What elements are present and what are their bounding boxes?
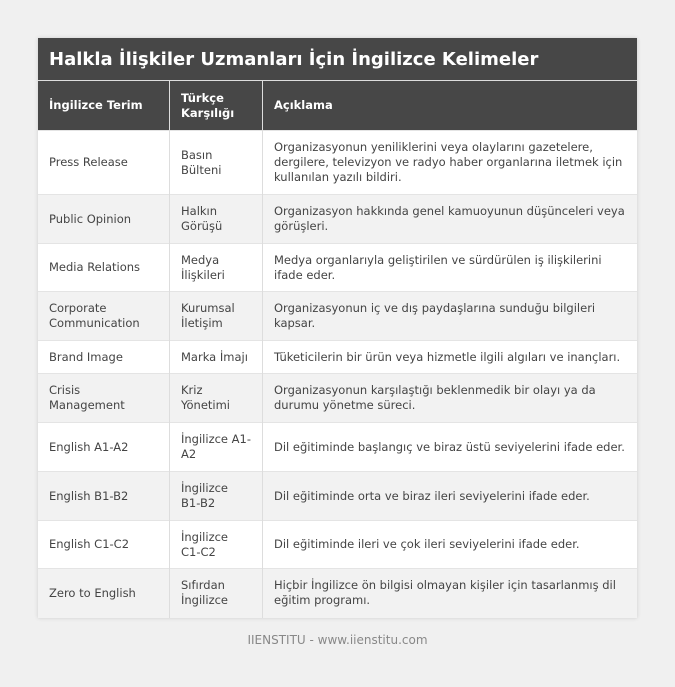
cell-description: Medya organlarıyla geliştirilen ve sürdü… [262,243,637,292]
cell-turkish-equivalent: Kurumsal İletişim [169,291,263,341]
cell-english-term: Media Relations [38,243,170,292]
cell-description: Hiçbir İngilizce ön bilgisi olmayan kişi… [262,568,637,618]
cell-english-term: Crisis Management [38,373,170,423]
cell-english-term: English A1-A2 [38,422,170,472]
cell-english-term: Zero to English [38,568,170,618]
vocabulary-table-card: Halkla İlişkiler Uzmanları İçin İngilizc… [38,38,637,618]
cell-description: Organizasyonun iç ve dış paydaşlarına su… [262,291,637,341]
cell-turkish-equivalent: Marka İmajı [169,340,263,374]
cell-description: Dil eğitiminde ileri ve çok ileri seviye… [262,520,637,569]
cell-turkish-equivalent: Basın Bülteni [169,130,263,195]
table-row: Corporate Communication Kurumsal İletişim… [38,291,637,341]
cell-english-term: English C1-C2 [38,520,170,569]
table-row: English A1-A2 İngilizce A1-A2 Dil eğitimin… [38,422,637,472]
table-row: Brand Image Marka İmajı Tüketicilerin bir … [38,340,637,374]
cell-turkish-equivalent: Medya İlişkileri [169,243,263,292]
cell-turkish-equivalent: İngilizce C1-C2 [169,520,263,569]
cell-description: Dil eğitiminde başlangıç ve biraz üstü s… [262,422,637,472]
table-row: English C1-C2 İngilizce C1-C2 Dil eğitimin… [38,520,637,569]
cell-description: Tüketicilerin bir ürün veya hizmetle ilg… [262,340,637,374]
cell-turkish-equivalent: Kriz Yönetimi [169,373,263,423]
table-row: Public Opinion Halkın Görüşü Organizasyon … [38,194,637,244]
cell-description: Organizasyonun yeniliklerini veya olayla… [262,130,637,195]
header-description: Açıklama [262,81,637,131]
cell-english-term: Public Opinion [38,194,170,244]
cell-english-term: English B1-B2 [38,471,170,521]
cell-turkish-equivalent: İngilizce A1-A2 [169,422,263,472]
table-row: Media Relations Medya İlişkileri Medya org… [38,243,637,292]
cell-english-term: Corporate Communication [38,291,170,341]
cell-description: Organizasyonun karşılaştığı beklenmedik … [262,373,637,423]
table-row: Zero to English Sıfırdan İngilizce Hiçbir … [38,568,637,618]
vocabulary-table: İngilizce Terim Türkçe Karşılığı Açıklam… [38,81,637,618]
cell-turkish-equivalent: Sıfırdan İngilizce [169,568,263,618]
cell-english-term: Brand Image [38,340,170,374]
table-title: Halkla İlişkiler Uzmanları İçin İngilizc… [38,38,637,81]
table-row: Press Release Basın Bülteni Organizasyonun… [38,130,637,195]
cell-description: Organizasyon hakkında genel kamuoyunun d… [262,194,637,244]
cell-description: Dil eğitiminde orta ve biraz ileri seviy… [262,471,637,521]
footer-credit: IIENSTITU - www.iienstitu.com [247,633,428,647]
table-header-row: İngilizce Terim Türkçe Karşılığı Açıklam… [38,81,637,131]
cell-turkish-equivalent: Halkın Görüşü [169,194,263,244]
header-turkish-equivalent: Türkçe Karşılığı [169,81,263,131]
cell-english-term: Press Release [38,130,170,195]
header-english-term: İngilizce Terim [38,81,170,131]
table-row: Crisis Management Kriz Yönetimi Organizasy… [38,373,637,423]
cell-turkish-equivalent: İngilizce B1-B2 [169,471,263,521]
table-row: English B1-B2 İngilizce B1-B2 Dil eğitimin… [38,471,637,521]
